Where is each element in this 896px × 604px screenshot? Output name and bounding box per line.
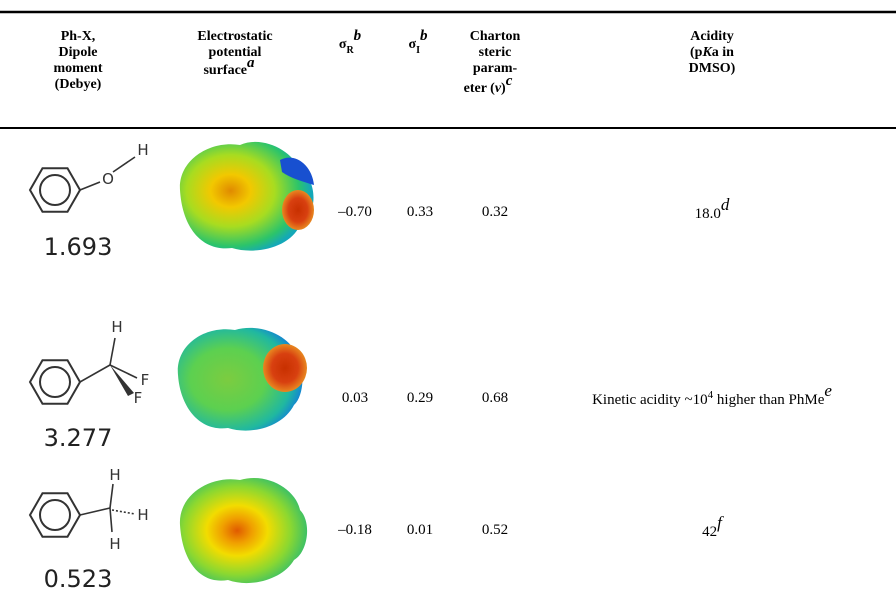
sigma-r: 0.03 <box>342 390 368 406</box>
text-part: (Debye) <box>55 77 102 92</box>
acidity: 42f <box>702 513 724 540</box>
atom-label: H <box>109 535 120 553</box>
text-part: Kinetic acidity ~10 <box>592 392 708 408</box>
acidity: Kinetic acidity ~104 higher than PhMee <box>592 381 832 408</box>
text-part: I <box>416 45 420 56</box>
text-part: (p <box>690 45 703 60</box>
text-part: steric <box>479 45 512 60</box>
atom-label: H <box>137 141 148 159</box>
text-part: 18.0 <box>695 206 721 222</box>
text-part: DMSO) <box>689 61 736 76</box>
text-part: R <box>346 45 354 56</box>
header-sigma-r: σRb <box>339 28 362 56</box>
text-part: Dipole <box>59 45 98 60</box>
text-part: 42 <box>702 524 717 540</box>
table: Ph-X,Dipolemoment(Debye) Electrostaticpo… <box>0 0 896 604</box>
text-part: Ph-X, <box>61 29 96 44</box>
text-part: surface <box>203 63 247 78</box>
sigma-i: 0.01 <box>407 522 433 538</box>
acidity: 18.0d <box>695 195 730 222</box>
structure: H H H <box>30 466 149 553</box>
atom-label: F <box>141 371 150 389</box>
text-part: d <box>721 195 730 214</box>
text-part: c <box>506 73 513 89</box>
charton: 0.52 <box>482 522 508 538</box>
text-part: Electrostatic <box>197 29 272 44</box>
text-part: b <box>354 28 362 44</box>
dipole: 3.277 <box>44 424 113 452</box>
text-part: eter ( <box>464 81 496 96</box>
sigma-r: –0.70 <box>337 204 372 220</box>
sigma-i: 0.29 <box>407 390 433 406</box>
structure: H F F <box>30 318 149 407</box>
structure: O H <box>30 141 149 212</box>
sigma-i: 0.33 <box>407 204 433 220</box>
esp-surface <box>180 142 314 251</box>
atom-label: H <box>111 318 122 336</box>
charton: 0.68 <box>482 390 508 406</box>
charton: 0.32 <box>482 204 508 220</box>
text-part: b <box>420 28 428 44</box>
text-part: Charton <box>470 29 521 44</box>
text-part: a in <box>712 45 734 60</box>
sigma-r: –0.18 <box>337 522 372 538</box>
text-part: a <box>247 55 255 71</box>
text-part: Acidity <box>690 29 734 44</box>
text-part: higher than PhMe <box>713 392 825 408</box>
dipole: 1.693 <box>44 233 113 261</box>
text-part: e <box>824 381 832 400</box>
text-part: f <box>717 513 724 532</box>
esp-surface <box>178 328 307 431</box>
atom-label: H <box>137 506 148 524</box>
dipole: 0.523 <box>44 565 113 593</box>
text-part: moment <box>54 61 103 76</box>
atom-label: F <box>134 389 143 407</box>
atom-label: H <box>109 466 120 484</box>
header-sigma-i: σIb <box>408 28 428 56</box>
atom-label: O <box>102 170 114 188</box>
esp-surface <box>180 478 307 583</box>
